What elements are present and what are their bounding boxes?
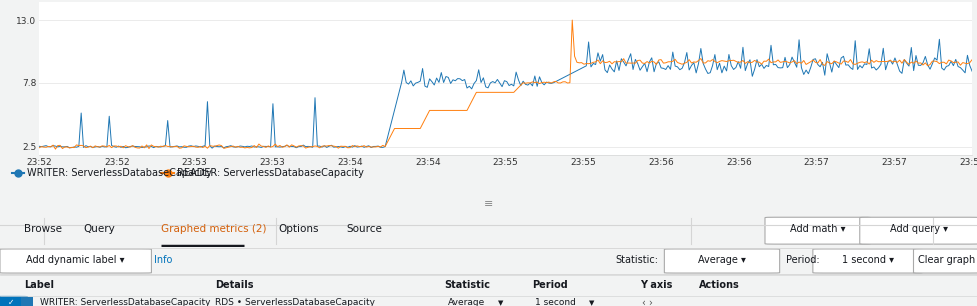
Text: Info: Info bbox=[154, 256, 173, 265]
Text: Add dynamic label ▾: Add dynamic label ▾ bbox=[26, 256, 125, 265]
Text: Source: Source bbox=[347, 224, 383, 234]
FancyBboxPatch shape bbox=[765, 217, 871, 244]
FancyBboxPatch shape bbox=[0, 249, 151, 273]
Text: RDS • ServerlessDatabaseCapacity: RDS • ServerlessDatabaseCapacity bbox=[215, 298, 375, 306]
Text: Average ▾: Average ▾ bbox=[698, 256, 746, 265]
Text: ‹ ›: ‹ › bbox=[642, 298, 653, 306]
Text: Actions: Actions bbox=[699, 280, 740, 290]
Text: ▼: ▼ bbox=[498, 300, 504, 306]
FancyBboxPatch shape bbox=[860, 217, 977, 244]
Text: Label: Label bbox=[24, 280, 55, 290]
Text: Statistic:: Statistic: bbox=[616, 256, 658, 265]
Text: Clear graph: Clear graph bbox=[918, 256, 975, 265]
FancyBboxPatch shape bbox=[0, 297, 27, 306]
Text: ▼: ▼ bbox=[589, 300, 595, 306]
Text: Query: Query bbox=[83, 224, 114, 234]
Bar bbox=[21, 297, 33, 306]
FancyBboxPatch shape bbox=[664, 249, 780, 273]
Text: Add math ▾: Add math ▾ bbox=[790, 224, 845, 234]
FancyBboxPatch shape bbox=[913, 249, 977, 273]
Text: WRITER: ServerlessDatabaseCapacity: WRITER: ServerlessDatabaseCapacity bbox=[27, 168, 212, 178]
Text: Details: Details bbox=[215, 280, 253, 290]
Text: Statistic: Statistic bbox=[445, 280, 490, 290]
Text: 1 second ▾: 1 second ▾ bbox=[841, 256, 894, 265]
Text: Average: Average bbox=[447, 298, 485, 306]
Text: WRITER: ServerlessDatabaseCapacity: WRITER: ServerlessDatabaseCapacity bbox=[40, 298, 211, 306]
Text: 1 second: 1 second bbox=[535, 298, 576, 306]
FancyBboxPatch shape bbox=[813, 249, 922, 273]
Text: Y axis: Y axis bbox=[640, 280, 672, 290]
Text: Add query ▾: Add query ▾ bbox=[890, 224, 949, 234]
Text: Graphed metrics (2): Graphed metrics (2) bbox=[161, 224, 267, 234]
Text: READER: ServerlessDatabaseCapacity: READER: ServerlessDatabaseCapacity bbox=[177, 168, 363, 178]
Text: Period:: Period: bbox=[786, 256, 819, 265]
Text: Options: Options bbox=[278, 224, 319, 234]
Text: ≡: ≡ bbox=[484, 199, 493, 209]
Text: Period: Period bbox=[532, 280, 569, 290]
Text: Browse: Browse bbox=[24, 224, 63, 234]
Text: ✓: ✓ bbox=[8, 298, 14, 306]
